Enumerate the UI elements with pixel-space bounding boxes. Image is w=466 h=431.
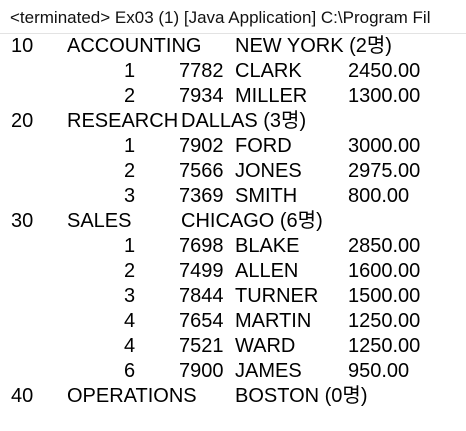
loc-count: CHICAGO (6명) — [181, 210, 323, 232]
row-number: 1 — [124, 60, 136, 82]
empno: 7782 — [179, 60, 224, 82]
row-number: 6 — [124, 360, 136, 382]
empno: 7900 — [179, 360, 224, 382]
emp-row: 4 7654 MARTIN 1250.00 — [0, 309, 466, 334]
ename: MILLER — [235, 85, 308, 107]
emp-row: 6 7900 JAMES 950.00 — [0, 359, 466, 384]
salary: 1600.00 — [348, 260, 421, 282]
dept-header-10: 10 ACCOUNTING NEW YORK (2명) — [0, 34, 466, 59]
empno: 7698 — [179, 235, 224, 257]
row-number: 4 — [124, 335, 136, 357]
empno: 7521 — [179, 335, 224, 357]
ename: TURNER — [235, 285, 319, 307]
ename: ALLEN — [235, 260, 299, 282]
ename: WARD — [235, 335, 296, 357]
salary: 1250.00 — [348, 335, 421, 357]
deptno: 30 — [11, 210, 34, 232]
salary: 2850.00 — [348, 235, 421, 257]
ename: JONES — [235, 160, 302, 182]
emp-row: 2 7934 MILLER 1300.00 — [0, 84, 466, 109]
salary: 1250.00 — [348, 310, 421, 332]
dept-header-30: 30 SALES CHICAGO (6명) — [0, 209, 466, 234]
emp-row: 3 7369 SMITH 800.00 — [0, 184, 466, 209]
empno: 7654 — [179, 310, 224, 332]
emp-row: 4 7521 WARD 1250.00 — [0, 334, 466, 359]
empno: 7566 — [179, 160, 224, 182]
emp-row: 1 7782 CLARK 2450.00 — [0, 59, 466, 84]
empno: 7934 — [179, 85, 224, 107]
emp-row: 2 7499 ALLEN 1600.00 — [0, 259, 466, 284]
salary: 1300.00 — [348, 85, 421, 107]
salary: 2975.00 — [348, 160, 421, 182]
row-number: 3 — [124, 185, 136, 207]
deptno: 20 — [11, 110, 34, 132]
row-number: 2 — [124, 160, 136, 182]
empno: 7902 — [179, 135, 224, 157]
loc-count: NEW YORK (2명) — [235, 35, 392, 57]
salary: 950.00 — [348, 360, 410, 382]
ename: JAMES — [235, 360, 302, 382]
row-number: 4 — [124, 310, 136, 332]
console-title: <terminated> Ex03 (1) [Java Application]… — [10, 8, 431, 27]
salary: 800.00 — [348, 185, 410, 207]
salary: 3000.00 — [348, 135, 421, 157]
ename: MARTIN — [235, 310, 312, 332]
salary: 1500.00 — [348, 285, 421, 307]
emp-row: 2 7566 JONES 2975.00 — [0, 159, 466, 184]
emp-row: 3 7844 TURNER 1500.00 — [0, 284, 466, 309]
ename: FORD — [235, 135, 292, 157]
dept-header-40: 40 OPERATIONS BOSTON (0명) — [0, 384, 466, 409]
loc-count: BOSTON (0명) — [235, 385, 368, 407]
deptno: 40 — [11, 385, 34, 407]
console-titlebar: <terminated> Ex03 (1) [Java Application]… — [0, 0, 466, 34]
dname: ACCOUNTING — [67, 35, 202, 57]
emp-row: 1 7902 FORD 3000.00 — [0, 134, 466, 159]
dname: RESEARCH — [67, 110, 179, 132]
dept-header-20: 20 RESEARCH DALLAS (3명) — [0, 109, 466, 134]
ename: CLARK — [235, 60, 302, 82]
empno: 7844 — [179, 285, 224, 307]
row-number: 1 — [124, 135, 136, 157]
empno: 7499 — [179, 260, 224, 282]
deptno: 10 — [11, 35, 34, 57]
emp-row: 1 7698 BLAKE 2850.00 — [0, 234, 466, 259]
ename: SMITH — [235, 185, 298, 207]
dname: OPERATIONS — [67, 385, 197, 407]
row-number: 2 — [124, 85, 136, 107]
row-number: 1 — [124, 235, 136, 257]
dname: SALES — [67, 210, 132, 232]
console-output[interactable]: 10 ACCOUNTING NEW YORK (2명) 1 7782 CLARK… — [0, 34, 466, 431]
salary: 2450.00 — [348, 60, 421, 82]
loc-count: DALLAS (3명) — [181, 110, 307, 132]
empno: 7369 — [179, 185, 224, 207]
ename: BLAKE — [235, 235, 300, 257]
row-number: 3 — [124, 285, 136, 307]
row-number: 2 — [124, 260, 136, 282]
